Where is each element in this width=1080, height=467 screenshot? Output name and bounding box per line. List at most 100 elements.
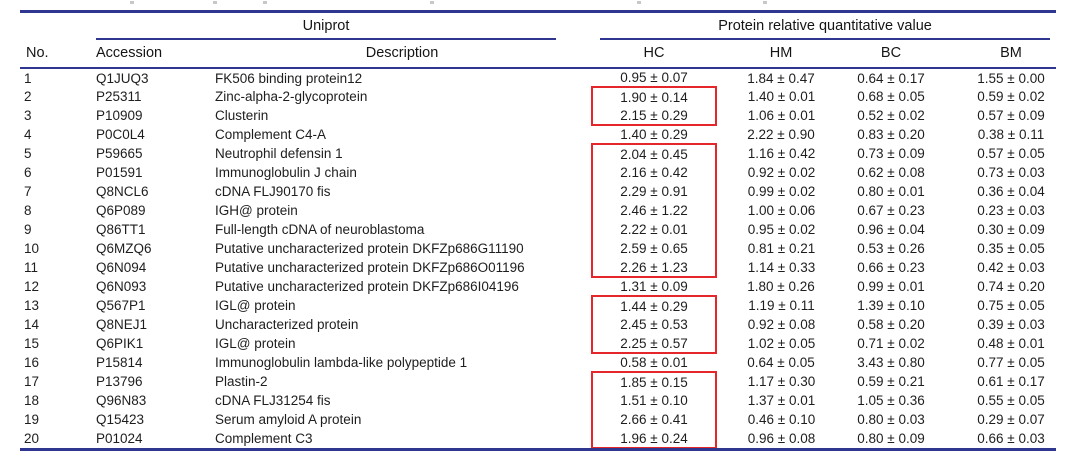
hm-value-cell: 0.46 ± 0.10: [747, 412, 816, 427]
hm-value-cell: 0.81 ± 0.21: [747, 241, 816, 256]
accession-cell: P25311: [96, 89, 142, 104]
description-cell: IGL@ protein: [215, 336, 296, 351]
accession-cell: P01024: [96, 431, 143, 446]
row-number-cell: 3: [24, 108, 32, 123]
hc-value-cell: 2.26 ± 1.23: [591, 258, 717, 278]
accession-cell: Q6MZQ6: [96, 241, 152, 256]
hm-value-cell: 1.06 ± 0.01: [747, 108, 816, 123]
bm-value-cell: 0.38 ± 0.11: [977, 127, 1045, 142]
bc-value-cell: 0.62 ± 0.08: [857, 165, 925, 180]
col-header-bc: BC: [836, 40, 946, 69]
description-cell: FK506 binding protein12: [215, 70, 363, 86]
bc-value-cell: 0.80 ± 0.03: [857, 412, 925, 427]
hc-value-cell: 2.22 ± 0.01: [591, 220, 717, 239]
hc-value-cell: 2.46 ± 1.22: [591, 201, 717, 220]
protein-quantitative-table: Uniprot Protein relative quantitative va…: [20, 13, 1057, 449]
table-row: 3 P10909 Clusterin 2.15 ± 0.29 1.06 ± 0.01 0.…: [20, 106, 1056, 126]
accession-cell: Q567P1: [96, 298, 146, 313]
hc-value-cell: 1.44 ± 0.29: [591, 295, 717, 315]
bc-value-cell: 0.64 ± 0.17: [857, 70, 925, 86]
row-number-cell: 10: [24, 241, 40, 256]
hm-value-cell: 1.37 ± 0.01: [747, 393, 816, 408]
accession-cell: Q96N83: [96, 393, 147, 408]
table-row: 12 Q6N093 Putative uncharacterized protein…: [20, 277, 1056, 296]
description-cell: Serum amyloid A protein: [215, 412, 362, 427]
group-header-row: Uniprot Protein relative quantitative va…: [20, 13, 1056, 40]
table-row: 10 Q6MZQ6 Putative uncharacterized protein…: [20, 239, 1056, 258]
table-top-rule: [20, 10, 1056, 13]
cropped-caption-artifact: [763, 1, 767, 4]
accession-cell: P01591: [96, 165, 143, 180]
accession-cell: P59665: [96, 146, 143, 161]
uniprot-group-header-cell: Uniprot: [90, 13, 592, 40]
bm-value-cell: 0.39 ± 0.03: [977, 317, 1045, 332]
description-cell: Putative uncharacterized protein DKFZp68…: [215, 279, 519, 294]
table-row: 8 Q6P089 IGH@ protein 2.46 ± 1.22 1.00 ± 0.0…: [20, 201, 1056, 220]
column-header-row: No. Accession Description HC HM BC BM: [20, 40, 1057, 69]
bc-value-cell: 3.43 ± 0.80: [857, 355, 925, 370]
description-cell: Complement C3: [215, 431, 313, 446]
hm-value-cell: 0.92 ± 0.02: [747, 165, 816, 180]
row-number-cell: 11: [24, 260, 39, 275]
hm-value-cell: 1.80 ± 0.26: [747, 279, 815, 294]
hc-value-cell: 0.58 ± 0.01: [620, 355, 688, 370]
description-cell: IGH@ protein: [215, 203, 298, 218]
description-cell: Full-length cDNA of neuroblastoma: [215, 222, 425, 237]
row-number-cell: 16: [24, 355, 40, 370]
hm-value-cell: 1.19 ± 0.11: [748, 298, 815, 313]
description-cell: Plastin-2: [215, 374, 268, 389]
hc-value-cell: 2.15 ± 0.29: [591, 106, 717, 126]
hc-value-cell: 1.90 ± 0.14: [591, 86, 717, 106]
description-cell: Complement C4-A: [215, 127, 327, 142]
bm-value-cell: 1.55 ± 0.00: [977, 70, 1045, 86]
hc-value-cell: 2.04 ± 0.45: [591, 143, 717, 163]
hc-value-cell: 2.16 ± 0.42: [591, 163, 717, 182]
accession-cell: Q8NEJ1: [96, 317, 148, 332]
col-header-no: No.: [20, 40, 90, 69]
bc-value-cell: 0.68 ± 0.05: [857, 89, 925, 104]
bc-value-cell: 0.52 ± 0.02: [857, 108, 925, 123]
table-bottom-rule: [20, 448, 1056, 451]
table-row: 20 P01024 Complement C3 1.96 ± 0.24 0.96 ± 0…: [20, 429, 1056, 449]
table-row: 6 P01591 Immunoglobulin J chain 2.16 ± 0.42…: [20, 163, 1056, 182]
row-number-cell: 12: [24, 279, 40, 294]
bc-value-cell: 0.73 ± 0.09: [857, 146, 925, 161]
table-row: 15 Q6PIK1 IGL@ protein 2.25 ± 0.57 1.02 ± 0.…: [20, 334, 1056, 354]
row-number-cell: 20: [24, 431, 40, 446]
bm-value-cell: 0.57 ± 0.05: [977, 146, 1045, 161]
hm-value-cell: 1.40 ± 0.01: [747, 89, 816, 104]
hc-value-cell: 1.85 ± 0.15: [591, 371, 717, 391]
hm-value-cell: 1.14 ± 0.33: [747, 260, 816, 275]
hm-value-cell: 1.17 ± 0.30: [747, 374, 816, 389]
bm-value-cell: 0.59 ± 0.02: [977, 89, 1045, 104]
bm-value-cell: 0.30 ± 0.09: [977, 222, 1045, 237]
accession-cell: Q6N094: [96, 260, 147, 275]
description-cell: Putative uncharacterized protein DKFZp68…: [215, 260, 525, 275]
bm-value-cell: 0.29 ± 0.07: [977, 412, 1045, 427]
row-number-cell: 19: [24, 412, 40, 427]
table-row: 18 Q96N83 cDNA FLJ31254 fis 1.51 ± 0.10 1.37…: [20, 391, 1056, 410]
hm-value-cell: 0.92 ± 0.08: [747, 317, 816, 332]
description-cell: Putative uncharacterized protein DKFZp68…: [215, 241, 524, 256]
bc-value-cell: 0.80 ± 0.09: [857, 431, 925, 446]
description-cell: Neutrophil defensin 1: [215, 146, 343, 161]
accession-cell: P0C0L4: [96, 127, 145, 142]
table-row: 4 P0C0L4 Complement C4-A 1.40 ± 0.29 2.22 ± …: [20, 125, 1056, 144]
col-header-accession: Accession: [90, 40, 212, 69]
row-number-cell: 4: [24, 127, 32, 142]
table-row: 19 Q15423 Serum amyloid A protein 2.66 ± 0.…: [20, 410, 1056, 429]
bc-value-cell: 0.83 ± 0.20: [857, 127, 925, 142]
table-row: 5 P59665 Neutrophil defensin 1 2.04 ± 0.45 1…: [20, 143, 1056, 163]
bm-value-cell: 0.77 ± 0.05: [977, 355, 1045, 370]
table-row: 13 Q567P1 IGL@ protein 1.44 ± 0.29 1.19 ± 0.…: [20, 295, 1056, 315]
row-number-cell: 18: [24, 393, 40, 408]
table-row: 11 Q6N094 Putative uncharacterized protein…: [20, 258, 1056, 278]
row-number-cell: 1: [24, 70, 32, 86]
bm-value-cell: 0.42 ± 0.03: [977, 260, 1045, 275]
hc-value-cell: 2.29 ± 0.91: [591, 182, 717, 201]
hc-value-cell: 2.25 ± 0.57: [591, 334, 717, 354]
row-number-cell: 9: [24, 222, 32, 237]
accession-cell: Q86TT1: [96, 222, 146, 237]
group-header-spacer: [20, 13, 90, 40]
cropped-caption-artifact: [263, 1, 267, 4]
